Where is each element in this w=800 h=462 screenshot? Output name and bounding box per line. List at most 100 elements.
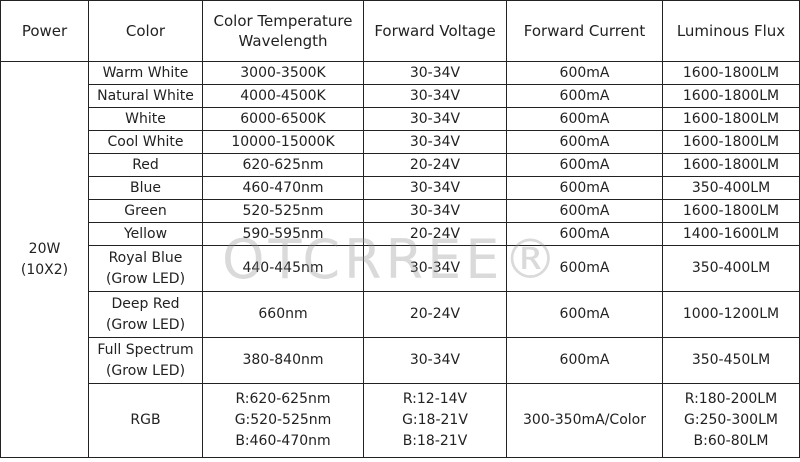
power-cell: 20W (10X2) xyxy=(0,61,89,458)
header-cell: Color xyxy=(88,0,203,62)
cell-line: 590-595nm xyxy=(242,225,324,242)
cell-line: 600mA xyxy=(559,156,610,173)
cell-line: Red xyxy=(132,156,159,173)
table-cell: 600mA xyxy=(506,245,663,292)
cell-line: G:250-300LM xyxy=(684,412,778,428)
table-cell: 30-34V xyxy=(363,337,507,384)
table-cell: 600mA xyxy=(506,107,663,131)
table-cell: 1400-1600LM xyxy=(662,222,800,246)
cell-line: 1600-1800LM xyxy=(682,64,780,81)
cell-line: 30-34V xyxy=(409,64,461,81)
cell-line: 600mA xyxy=(559,110,610,127)
table-cell: 1600-1800LM xyxy=(662,199,800,223)
cell-line: White xyxy=(125,110,166,127)
table-cell: 6000-6500K xyxy=(202,107,364,131)
cell-line: G:520-525nm xyxy=(234,412,332,428)
cell-line: R:180-200LM xyxy=(684,391,778,407)
header-cell: Forward Voltage xyxy=(363,0,507,62)
table-cell: Blue xyxy=(88,176,203,200)
data-row: Green 520-525nm 30-34V 600mA 1600-1800LM xyxy=(1,199,800,223)
table-cell: R:12-14V G:18-21V B:18-21V xyxy=(363,383,507,458)
cell-line: 440-445nm xyxy=(242,260,324,276)
table-cell: 590-595nm xyxy=(202,222,364,246)
cell-line: 660nm xyxy=(258,306,308,322)
cell-line: B:60-80LM xyxy=(693,433,769,449)
table-cell: 660nm xyxy=(202,291,364,338)
cell-line: Deep Red xyxy=(111,295,180,312)
table-cell: 1600-1800LM xyxy=(662,84,800,108)
cell-line: B:18-21V xyxy=(402,433,468,449)
cell-line: (10X2) xyxy=(20,261,69,278)
cell-line: 600mA xyxy=(559,87,610,104)
data-row: Royal Blue (Grow LED) 440-445nm 30-34V 600mA… xyxy=(1,245,800,292)
cell-line: Luminous Flux xyxy=(676,22,786,40)
table-cell: 600mA xyxy=(506,84,663,108)
cell-line: (Grow LED) xyxy=(105,270,186,287)
data-row: Full Spectrum (Grow LED) 380-840nm 30-34V 60… xyxy=(1,337,800,384)
cell-line: Cool White xyxy=(107,133,184,150)
header-cell: Forward Current xyxy=(506,0,663,62)
table-cell: Royal Blue (Grow LED) xyxy=(88,245,203,292)
header-cell: Power xyxy=(0,0,89,62)
cell-line: 350-400LM xyxy=(691,179,771,196)
table-cell: 30-34V xyxy=(363,245,507,292)
table-cell: 30-34V xyxy=(363,84,507,108)
data-row: Red 620-625nm 20-24V 600mA 1600-1800LM xyxy=(1,153,800,177)
table-cell: RGB xyxy=(88,383,203,458)
table-cell: 380-840nm xyxy=(202,337,364,384)
table-cell: 600mA xyxy=(506,291,663,338)
table-cell: Red xyxy=(88,153,203,177)
table-cell: 620-625nm xyxy=(202,153,364,177)
data-row: White 6000-6500K 30-34V 600mA 1600-1800LM xyxy=(1,107,800,131)
table-cell: 10000-15000K xyxy=(202,130,364,154)
cell-line: Color xyxy=(125,22,166,40)
cell-line: Yellow xyxy=(123,225,168,242)
cell-line: Full Spectrum xyxy=(97,341,194,358)
cell-line: 300-350mA/Color xyxy=(523,412,646,428)
table-cell: 600mA xyxy=(506,130,663,154)
table-cell: R:180-200LM G:250-300LM B:60-80LM xyxy=(662,383,800,458)
cell-line: 20W xyxy=(28,240,61,257)
table-cell: 1600-1800LM xyxy=(662,130,800,154)
cell-line: 1600-1800LM xyxy=(682,202,780,219)
cell-line: G:18-21V xyxy=(402,412,468,428)
table-cell: 1600-1800LM xyxy=(662,61,800,85)
table-cell: 600mA xyxy=(506,222,663,246)
table-cell: 20-24V xyxy=(363,291,507,338)
data-row: Cool White 10000-15000K 30-34V 600mA 1600-18… xyxy=(1,130,800,154)
table-cell: R:620-625nm G:520-525nm B:460-470nm xyxy=(202,383,364,458)
cell-line: 600mA xyxy=(559,352,610,368)
cell-line: 6000-6500K xyxy=(240,110,326,127)
table-cell: 20-24V xyxy=(363,222,507,246)
table-cell: 600mA xyxy=(506,337,663,384)
cell-line: 1600-1800LM xyxy=(682,110,780,127)
cell-line: B:460-470nm xyxy=(235,433,331,449)
cell-line: Natural White xyxy=(97,87,194,104)
table-cell: 440-445nm xyxy=(202,245,364,292)
table-cell: 30-34V xyxy=(363,61,507,85)
table-cell: Yellow xyxy=(88,222,203,246)
table-cell: Deep Red (Grow LED) xyxy=(88,291,203,338)
cell-line: 20-24V xyxy=(409,306,461,322)
cell-line: 460-470nm xyxy=(242,179,324,196)
table-cell: 1600-1800LM xyxy=(662,153,800,177)
cell-line: Forward Current xyxy=(523,22,646,40)
table-cell: 350-400LM xyxy=(662,245,800,292)
table-cell: Natural White xyxy=(88,84,203,108)
cell-line: R:620-625nm xyxy=(235,391,331,407)
cell-line: 30-34V xyxy=(409,179,461,196)
table-cell: 350-400LM xyxy=(662,176,800,200)
cell-line: 1600-1800LM xyxy=(682,133,780,150)
cell-line: 520-525nm xyxy=(242,202,324,219)
data-row: Blue 460-470nm 30-34V 600mA 350-400LM xyxy=(1,176,800,200)
cell-line: Warm White xyxy=(102,64,189,81)
table-cell: 600mA xyxy=(506,176,663,200)
table-cell: 600mA xyxy=(506,199,663,223)
table-cell: 30-34V xyxy=(363,176,507,200)
table-cell: Warm White xyxy=(88,61,203,85)
table-cell: 4000-4500K xyxy=(202,84,364,108)
cell-line: 4000-4500K xyxy=(240,87,326,104)
table-cell: 30-34V xyxy=(363,107,507,131)
